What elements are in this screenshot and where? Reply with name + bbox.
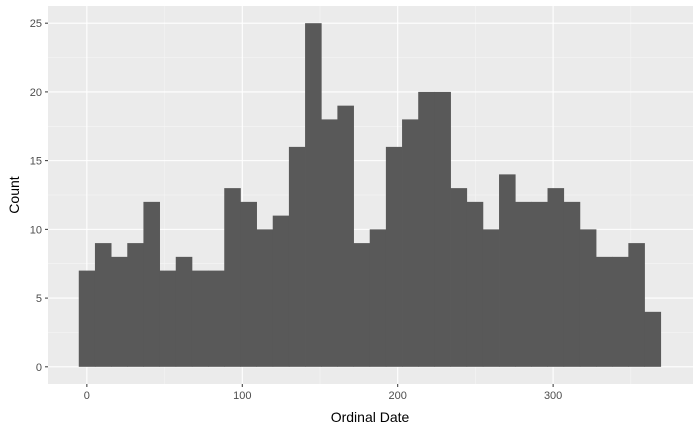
y-tick-label: 15 xyxy=(30,156,42,168)
x-axis-title: Ordinal Date xyxy=(331,409,410,425)
y-tick-label: 0 xyxy=(36,362,42,374)
x-tick-label: 100 xyxy=(233,390,251,402)
histogram-bar xyxy=(644,311,662,367)
histogram-bar xyxy=(434,91,451,367)
histogram-bar xyxy=(369,229,387,367)
x-tick-label: 0 xyxy=(84,390,90,402)
histogram-bar xyxy=(159,270,177,367)
histogram-bar xyxy=(143,201,160,367)
histogram-bar xyxy=(272,215,290,367)
histogram-bar xyxy=(385,146,403,367)
x-tick-label: 300 xyxy=(544,390,562,402)
y-tick-label: 10 xyxy=(30,224,42,236)
y-tick-label: 20 xyxy=(30,87,42,99)
histogram-bar xyxy=(531,201,548,367)
histogram-bar xyxy=(111,256,128,367)
y-axis: 0 5 10 15 20 25 xyxy=(30,18,48,374)
histogram-bars xyxy=(78,23,662,367)
histogram-bar xyxy=(563,201,581,367)
histogram-bar xyxy=(402,119,419,367)
histogram-bar xyxy=(353,243,371,367)
histogram-bar xyxy=(288,146,306,367)
histogram-bar xyxy=(175,256,193,367)
histogram-bar xyxy=(337,105,354,367)
histogram-bar xyxy=(240,201,257,367)
histogram-bar xyxy=(579,229,597,367)
x-tick-label: 200 xyxy=(389,390,407,402)
histogram-bar xyxy=(256,229,274,367)
histogram-bar xyxy=(94,243,112,367)
histogram-bar xyxy=(482,229,500,367)
histogram-bar xyxy=(547,188,565,367)
x-axis: 0 100 200 300 xyxy=(84,384,562,402)
histogram-bar xyxy=(127,243,144,367)
y-tick-label: 25 xyxy=(30,18,42,30)
y-axis-title: Count xyxy=(6,176,22,213)
y-tick-label: 5 xyxy=(36,293,42,305)
histogram-bar xyxy=(224,188,241,367)
histogram-bar xyxy=(450,188,468,367)
histogram-bar xyxy=(499,174,516,367)
histogram-bar xyxy=(191,270,209,367)
histogram-bar xyxy=(418,91,435,367)
histogram-bar xyxy=(612,256,629,367)
histogram-bar xyxy=(78,270,96,367)
histogram-bar xyxy=(628,243,645,367)
histogram-bar xyxy=(596,256,613,367)
histogram-bar xyxy=(466,201,484,367)
histogram-bar xyxy=(321,119,338,367)
histogram-bar xyxy=(515,201,532,367)
histogram-bar xyxy=(305,23,322,367)
histogram-bar xyxy=(208,270,225,367)
